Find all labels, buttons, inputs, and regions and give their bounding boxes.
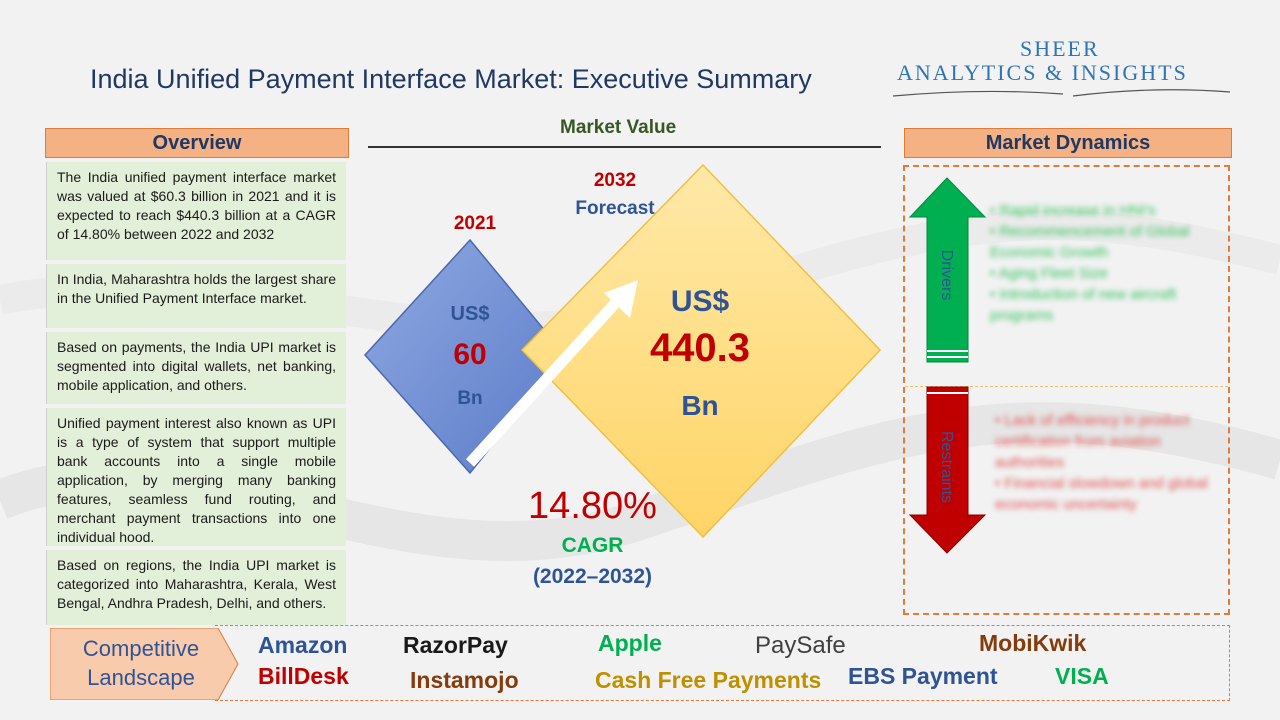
competitive-landscape-panel	[215, 625, 1230, 701]
market-value-heading: Market Value	[560, 117, 677, 138]
logo-line1: SHEER	[1020, 36, 1100, 61]
overview-heading: Overview	[45, 128, 349, 158]
forecast-label: Forecast	[575, 198, 655, 219]
driver-item: Introduction of new aircraft programs	[990, 284, 1215, 326]
company-name: Amazon	[258, 632, 348, 658]
cagr-label: CAGR	[561, 534, 624, 557]
value-2021: 60	[453, 338, 487, 371]
driver-item: Rapid increase in HNI's	[990, 200, 1215, 221]
restraints-list: Lack of efficiency in product certificat…	[995, 410, 1220, 515]
logo-swoosh	[893, 89, 1231, 97]
company-name: Apple	[598, 630, 662, 656]
company-name: RazorPay	[403, 632, 508, 658]
drivers-list: Rapid increase in HNI's Recommencement o…	[990, 200, 1215, 326]
diamond-2032	[520, 163, 882, 539]
company-name: Cash Free Payments	[595, 667, 822, 693]
currency-2021: US$	[450, 303, 490, 325]
restraints-label: Restraints	[938, 431, 955, 503]
dynamics-arrows: Drivers Restraints	[908, 177, 987, 554]
company-name: VISA	[1055, 663, 1109, 689]
market-value-graphic	[363, 163, 882, 539]
market-dynamics-panel	[903, 165, 1230, 615]
competitive-landscape-label: Competitive Landscape	[62, 634, 220, 692]
year-2032: 2032	[593, 170, 637, 191]
restraints-down-arrow-icon	[908, 386, 987, 554]
page-title: India Unified Payment Interface Market: …	[90, 64, 812, 94]
unit-2032: Bn	[681, 390, 719, 421]
driver-item: Recommencement of Global Economic Growth	[990, 221, 1215, 263]
overview-paragraph: The India unified payment interface mark…	[46, 162, 346, 260]
market-dynamics-heading: Market Dynamics	[904, 128, 1232, 158]
logo-line2: ANALYTICS & INSIGHTS	[897, 60, 1188, 85]
company-name: EBS Payment	[848, 663, 998, 689]
currency-2032: US$	[670, 285, 730, 318]
growth-arrow	[465, 280, 638, 467]
year-2021: 2021	[453, 213, 497, 234]
company-name: MobiKwik	[979, 630, 1087, 656]
restraint-item: Lack of efficiency in product certificat…	[995, 410, 1220, 473]
competitive-label-line1: Competitive	[82, 636, 200, 661]
market-value-divider	[368, 146, 881, 148]
dynamics-divider	[905, 386, 1228, 387]
company-name: Instamojo	[410, 667, 519, 693]
competitive-landscape-chevron	[50, 628, 239, 700]
cagr-period: (2022–2032)	[532, 565, 653, 588]
company-name: PaySafe	[755, 632, 846, 659]
company-name: BillDesk	[258, 663, 349, 689]
overview-paragraph: Based on payments, the India UPI market …	[46, 332, 346, 404]
drivers-up-arrow-icon	[908, 177, 987, 363]
drivers-label: Drivers	[938, 250, 955, 301]
value-2032: 440.3	[649, 326, 751, 370]
overview-paragraph: Based on regions, the India UPI market i…	[46, 550, 346, 625]
cagr-value: 14.80%	[528, 485, 657, 527]
overview-paragraph: In India, Maharashtra holds the largest …	[46, 264, 346, 328]
unit-2021: Bn	[457, 388, 483, 409]
competitive-label-line2: Landscape	[87, 665, 195, 690]
restraint-item: Financial slowdown and global economic u…	[995, 473, 1220, 515]
overview-paragraph: Unified payment interest also known as U…	[46, 408, 346, 546]
driver-item: Aging Fleet Size	[990, 263, 1215, 284]
